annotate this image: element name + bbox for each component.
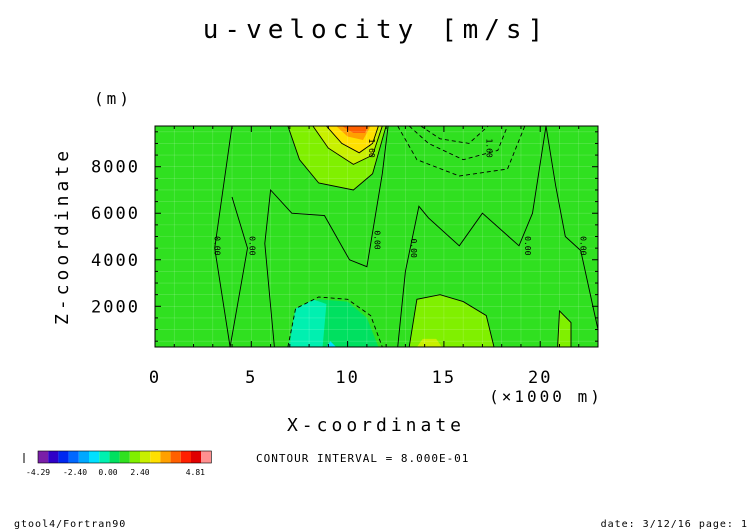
- contour-fill-region: [289, 294, 327, 347]
- y-tick-label: 8000: [91, 158, 140, 178]
- x-axis-label: X-coordinate: [287, 415, 465, 436]
- colorbar-tick-label: 2.40: [130, 468, 149, 477]
- x-axis: 0 5 10 15 20: [149, 126, 599, 388]
- contour-label: 0.00: [523, 236, 532, 255]
- x-tick-label: 15: [432, 368, 456, 388]
- contour-line: [420, 126, 489, 144]
- colorbar-swatch: [68, 451, 79, 463]
- footer-source: gtool4/Fortran90: [14, 519, 126, 530]
- contour-label: 0.00: [373, 230, 382, 249]
- colorbar-tick-label: -2.40: [63, 468, 87, 477]
- contour-fill-region: [214, 126, 546, 347]
- footer-date: date: 3/12/16 page: 1: [601, 519, 748, 530]
- colorbar-swatch: [150, 451, 161, 463]
- colorbar-tick-label: 4.81: [186, 468, 205, 477]
- colorbar-swatch: [201, 451, 212, 463]
- colorbar-swatch: [140, 451, 151, 463]
- colorbar-swatch: [170, 451, 181, 463]
- colorbar-swatch: [119, 451, 130, 463]
- colorbar-swatch: [180, 451, 191, 463]
- x-tick-label: 5: [245, 368, 257, 388]
- colorbar-swatch: [129, 451, 140, 463]
- contour-line: [312, 126, 383, 165]
- contour-label: 1.60: [484, 138, 493, 157]
- x-tick-label: 20: [528, 368, 552, 388]
- colorbar-swatch: [191, 451, 202, 463]
- contour-line: [287, 296, 383, 347]
- contour-label: 0.00: [579, 236, 588, 255]
- colorbar-swatch: [58, 451, 69, 463]
- contour-line: [264, 126, 389, 347]
- contour-line: [397, 126, 526, 177]
- contour-line: [229, 248, 248, 347]
- colorbar-swatch: [89, 451, 100, 463]
- y-tick-label: 4000: [91, 251, 140, 271]
- colorbar-swatch: [99, 451, 110, 463]
- contour-line: [397, 126, 547, 347]
- contour-line: [231, 196, 248, 249]
- colorbar: -4.29 -2.40 0.00 2.40 4.81: [23, 450, 212, 477]
- contour-fill-region: [341, 126, 369, 133]
- x-unit-label: (×1000 m): [489, 387, 603, 406]
- contour-label: 0.00: [247, 236, 256, 255]
- y-axis-label: Z-coordinate: [52, 147, 73, 325]
- contour-line: [545, 126, 598, 330]
- y-tick-label: 2000: [91, 297, 140, 317]
- contour-line: [214, 126, 233, 347]
- colorbar-tick-label: -4.29: [26, 468, 50, 477]
- y-unit-label: (m): [94, 89, 132, 108]
- contour-line: [408, 294, 495, 347]
- colorbar-swatch: [160, 451, 171, 463]
- contour-fill-region: [546, 126, 583, 251]
- contour-fill-region: [557, 310, 571, 347]
- plot-area: 0.00 0.00 0.00 0.00 0.00 0.00 1.60 1.60: [155, 126, 598, 347]
- contour-fill-region: [416, 338, 442, 347]
- contour-label: 0.00: [409, 238, 418, 257]
- y-tick-label: 6000: [91, 204, 140, 224]
- colorbar-swatch: [48, 451, 59, 463]
- contour-interval-text: CONTOUR INTERVAL = 8.000E-01: [256, 452, 469, 465]
- colorbar-swatch: [38, 451, 49, 463]
- x-tick-label: 0: [149, 368, 161, 388]
- colorbar-frame: [37, 450, 212, 464]
- colorbar-swatch: [109, 451, 120, 463]
- contour-line: [287, 126, 387, 191]
- contour-label: 1.60: [367, 138, 376, 157]
- contour-line: [557, 309, 572, 347]
- chart-title: u-velocity [m/s]: [203, 15, 549, 45]
- contour-line: [408, 126, 508, 161]
- colorbar-swatch: [78, 451, 89, 463]
- y-axis: 2000 4000 6000 8000: [91, 131, 598, 342]
- contour-line: [326, 126, 379, 154]
- x-tick-label: 10: [335, 368, 359, 388]
- contour-label: 0.00: [213, 236, 222, 255]
- colorbar-tick-label: 0.00: [98, 468, 117, 477]
